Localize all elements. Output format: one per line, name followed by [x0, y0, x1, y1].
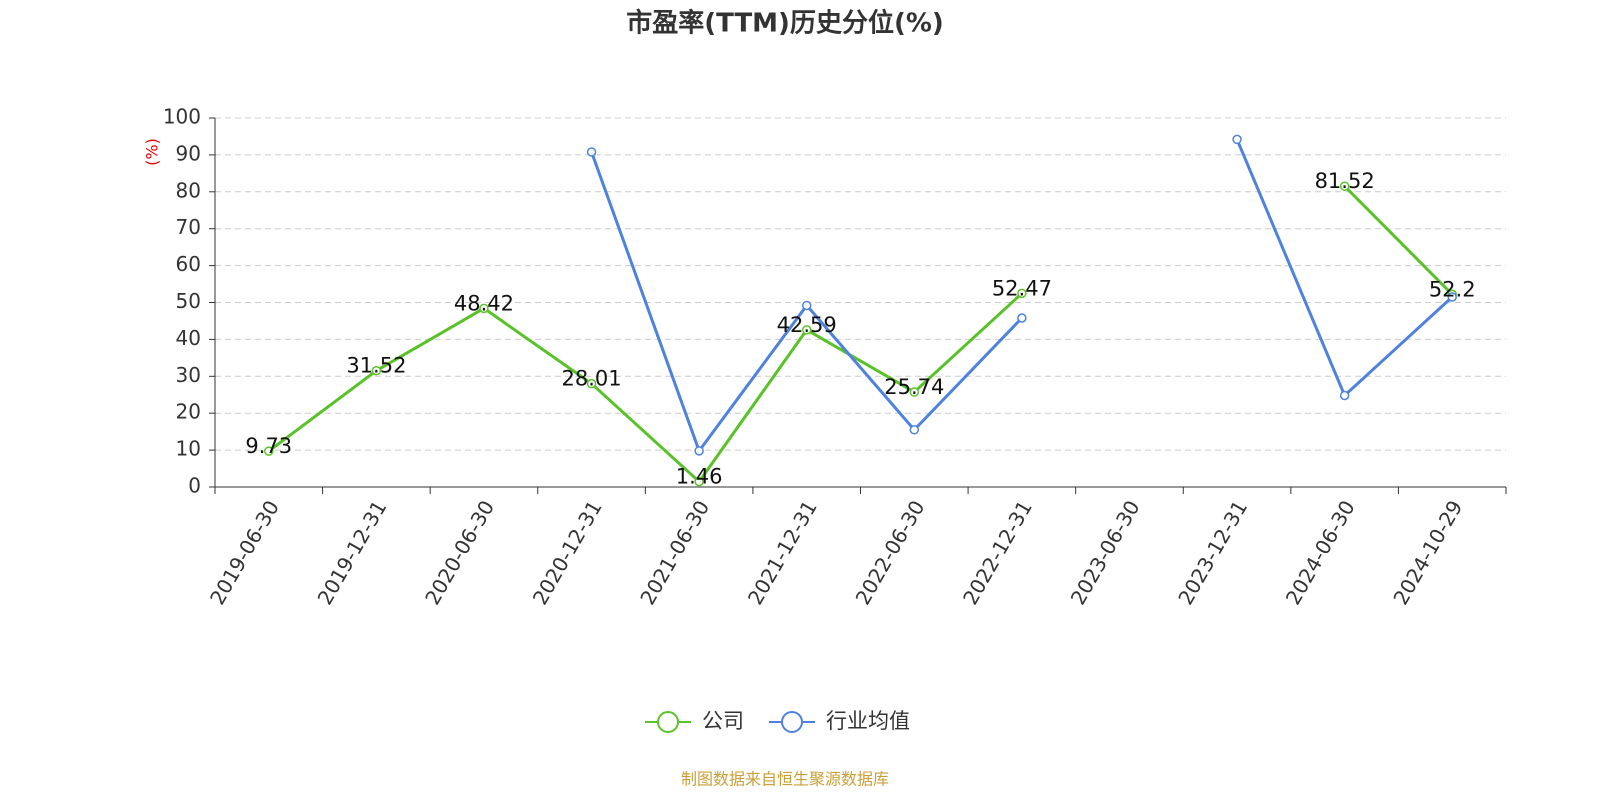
data-point — [479, 303, 489, 314]
x-tick-label: 2021-06-30 — [635, 496, 714, 609]
data-label: 28.01 — [561, 367, 621, 391]
x-tick-label: 2020-12-31 — [528, 496, 607, 609]
data-point — [371, 365, 382, 376]
data-label: 48.42 — [454, 291, 514, 315]
data-point — [909, 387, 920, 397]
data-point — [1017, 288, 1027, 299]
data-point — [694, 446, 704, 456]
data-point — [1339, 181, 1350, 191]
data-point — [801, 300, 812, 311]
y-tick-label: 40 — [176, 326, 201, 350]
y-tick-label: 0 — [188, 474, 201, 498]
data-label: 9.73 — [245, 434, 292, 458]
data-point — [1232, 134, 1242, 145]
data-point — [1017, 313, 1027, 323]
x-tick-label: 2022-06-30 — [850, 496, 929, 609]
y-tick-label: 90 — [176, 141, 201, 165]
y-tick-label: 20 — [176, 400, 201, 424]
source-note: 制图数据来自恒生聚源数据库 — [681, 770, 889, 789]
data-point — [801, 325, 812, 335]
data-label: 31.52 — [346, 354, 406, 378]
x-tick-label: 2022-12-31 — [958, 496, 1037, 609]
y-tick-label: 30 — [176, 363, 201, 387]
data-point — [909, 425, 920, 435]
x-tick-label: 2019-06-30 — [205, 496, 284, 609]
y-tick-label: 50 — [176, 289, 201, 313]
legend-marker — [781, 711, 803, 733]
chart-title: 市盈率(TTM)历史分位(%) — [626, 8, 944, 39]
data-label: 52.2 — [1429, 277, 1476, 301]
data-label: 81.52 — [1315, 169, 1375, 193]
y-tick-label: 10 — [176, 437, 201, 461]
y-tick-label: 80 — [176, 178, 201, 202]
data-label: 1.46 — [676, 465, 723, 489]
legend-label: 行业均值 — [826, 709, 910, 733]
data-point — [694, 476, 704, 487]
y-tick-label: 70 — [176, 215, 201, 239]
x-tick-label: 2023-12-31 — [1173, 496, 1252, 609]
data-point — [586, 378, 597, 389]
legend-label: 公司 — [702, 709, 744, 733]
data-label: 52.47 — [992, 276, 1052, 300]
data-point — [264, 446, 274, 456]
x-tick-label: 2024-10-29 — [1388, 496, 1467, 609]
data-label: 25.74 — [884, 375, 944, 399]
x-tick-label: 2021-12-31 — [743, 496, 822, 609]
y-tick-label: 100 — [163, 105, 201, 129]
data-point — [586, 147, 597, 157]
series-line — [267, 292, 1023, 484]
y-axis-label: (%) — [143, 138, 162, 166]
data-point — [1447, 292, 1457, 302]
y-tick-label: 60 — [176, 252, 201, 276]
x-tick-label: 2024-06-30 — [1281, 496, 1360, 609]
data-point — [1339, 390, 1350, 401]
legend-marker — [657, 711, 679, 733]
series-line — [1343, 185, 1454, 296]
x-tick-label: 2023-06-30 — [1066, 496, 1145, 609]
data-label: 42.59 — [777, 313, 837, 337]
x-tick-label: 2019-12-31 — [313, 496, 392, 609]
x-tick-label: 2020-06-30 — [420, 496, 499, 609]
